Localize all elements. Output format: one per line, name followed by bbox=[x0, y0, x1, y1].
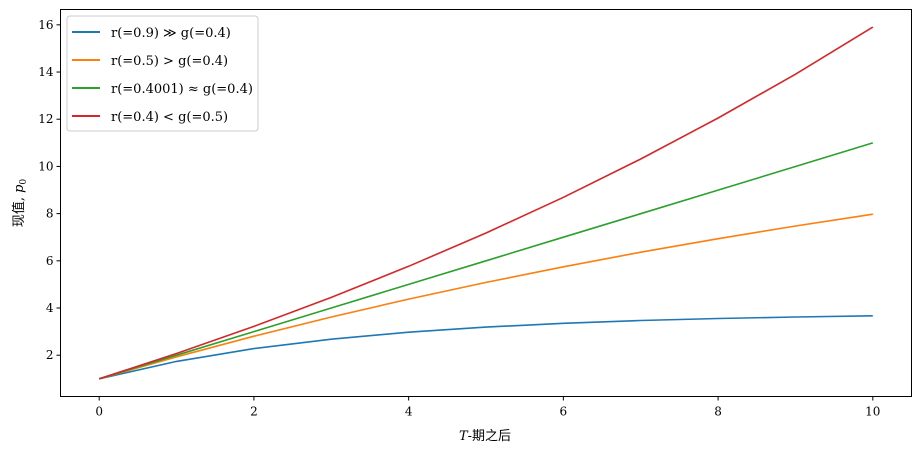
y-tick-label: 16 bbox=[38, 18, 53, 32]
y-tick-label: 4 bbox=[46, 301, 54, 315]
y-tick-label: 8 bbox=[46, 207, 54, 221]
legend-label-2: r(=0.4001) ≈ g(=0.4) bbox=[111, 82, 253, 97]
y-tick-label: 12 bbox=[38, 112, 53, 126]
x-tick-label: 4 bbox=[405, 405, 413, 419]
y-tick-label: 6 bbox=[46, 254, 54, 268]
legend-label-0: r(=0.9) ≫ g(=0.4) bbox=[111, 26, 231, 41]
x-tick-label: 2 bbox=[250, 405, 258, 419]
legend: r(=0.9) ≫ g(=0.4) r(=0.5) > g(=0.4) r(=0.4… bbox=[66, 15, 259, 132]
y-tick-label: 2 bbox=[46, 348, 54, 362]
x-tick-label: 10 bbox=[865, 405, 880, 419]
x-tick-label: 6 bbox=[560, 405, 568, 419]
series-line-1 bbox=[98, 213, 873, 380]
y-tick-label: 14 bbox=[38, 65, 54, 79]
y-axis-label: 现值, p0 bbox=[11, 179, 29, 228]
series-line-3 bbox=[98, 26, 874, 380]
series-line-0 bbox=[99, 315, 873, 380]
legend-label-1: r(=0.5) > g(=0.4) bbox=[111, 54, 228, 69]
x-tick-label: 8 bbox=[714, 405, 722, 419]
x-axis: 0 2 4 6 8 10 bbox=[95, 396, 880, 419]
plot-lines bbox=[98, 26, 874, 380]
x-axis-label: T-期之后 bbox=[459, 429, 511, 444]
legend-box bbox=[66, 15, 259, 132]
y-axis: 2 4 6 8 10 12 14 16 bbox=[38, 18, 61, 362]
series-line-2 bbox=[98, 142, 874, 380]
x-tick-label: 0 bbox=[95, 405, 103, 419]
plot-frame bbox=[60, 9, 912, 397]
y-tick-label: 10 bbox=[38, 159, 53, 173]
legend-label-3: r(=0.4) < g(=0.5) bbox=[111, 110, 228, 125]
